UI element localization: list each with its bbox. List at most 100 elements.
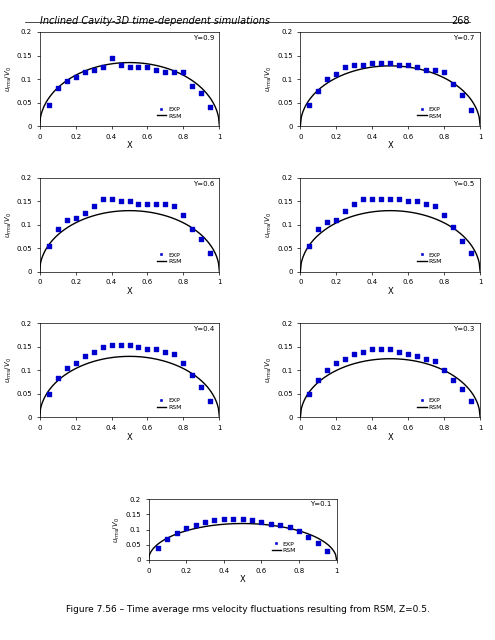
Point	[248, 515, 256, 525]
Point	[170, 67, 178, 77]
Point	[314, 538, 322, 548]
Point	[377, 344, 385, 355]
X-axis label: X: X	[388, 141, 393, 150]
Point	[198, 234, 205, 244]
Point	[53, 372, 61, 383]
Point	[359, 194, 367, 204]
Point	[332, 358, 340, 369]
Point	[350, 198, 358, 209]
Point	[368, 58, 376, 68]
Point	[431, 201, 439, 211]
Point	[116, 339, 124, 349]
Point	[458, 384, 466, 394]
Point	[107, 52, 115, 63]
Point	[342, 353, 349, 364]
Y-axis label: $u_{rms}/V_0$: $u_{rms}/V_0$	[112, 516, 122, 543]
Legend: EXP, RSM: EXP, RSM	[154, 250, 184, 267]
Point	[135, 198, 143, 209]
Point	[286, 522, 294, 532]
Point	[107, 339, 115, 349]
X-axis label: X: X	[388, 287, 393, 296]
Point	[81, 67, 89, 77]
Point	[295, 526, 303, 536]
Legend: EXP, RSM: EXP, RSM	[415, 104, 445, 121]
Point	[458, 236, 466, 246]
Point	[422, 65, 430, 75]
Point	[467, 248, 475, 258]
Point	[206, 248, 214, 258]
Point	[239, 514, 247, 524]
Point	[404, 349, 412, 359]
Point	[135, 342, 143, 352]
Point	[467, 396, 475, 406]
Point	[413, 351, 421, 362]
Point	[396, 60, 403, 70]
X-axis label: X: X	[127, 141, 132, 150]
Point	[210, 515, 218, 525]
Text: Y=0.3: Y=0.3	[453, 326, 475, 332]
Point	[99, 62, 106, 72]
Point	[413, 62, 421, 72]
Point	[422, 353, 430, 364]
Point	[53, 83, 61, 93]
Point	[45, 100, 52, 110]
Point	[161, 346, 169, 356]
Point	[161, 67, 169, 77]
Point	[368, 344, 376, 355]
Point	[154, 543, 162, 553]
Point	[90, 201, 98, 211]
Point	[206, 396, 214, 406]
Legend: EXP, RSM: EXP, RSM	[415, 250, 445, 267]
Point	[267, 518, 275, 529]
Point	[449, 79, 457, 89]
Point	[449, 375, 457, 385]
X-axis label: X: X	[388, 433, 393, 442]
Point	[189, 224, 197, 234]
Point	[201, 517, 209, 527]
Point	[220, 514, 228, 524]
Text: 268: 268	[452, 16, 470, 26]
Point	[314, 224, 322, 234]
Legend: EXP, RSM: EXP, RSM	[415, 396, 445, 412]
Point	[189, 370, 197, 380]
Point	[99, 194, 106, 204]
Point	[163, 534, 171, 544]
Point	[144, 62, 151, 72]
Point	[135, 62, 143, 72]
Point	[192, 520, 199, 530]
Point	[440, 210, 448, 220]
Point	[314, 375, 322, 385]
Point	[90, 346, 98, 356]
Point	[458, 90, 466, 100]
Point	[368, 194, 376, 204]
Text: Y=0.1: Y=0.1	[309, 501, 331, 507]
Point	[173, 527, 181, 538]
Point	[72, 72, 80, 82]
Point	[45, 389, 52, 399]
Y-axis label: $u_{rms}/V_0$: $u_{rms}/V_0$	[3, 358, 13, 383]
Point	[323, 546, 331, 556]
Point	[229, 514, 237, 524]
Legend: EXP, RSM: EXP, RSM	[269, 539, 299, 556]
Point	[431, 356, 439, 366]
Text: Y=0.7: Y=0.7	[453, 35, 475, 41]
Text: Inclined Cavity-3D time-dependent simulations: Inclined Cavity-3D time-dependent simula…	[40, 16, 270, 26]
Point	[161, 198, 169, 209]
Y-axis label: $u_{rms}/V_0$: $u_{rms}/V_0$	[264, 66, 274, 92]
Point	[180, 358, 188, 369]
Point	[170, 349, 178, 359]
Point	[170, 201, 178, 211]
Point	[81, 351, 89, 362]
Point	[396, 194, 403, 204]
Point	[144, 198, 151, 209]
Point	[62, 363, 70, 373]
Point	[189, 81, 197, 91]
Point	[440, 365, 448, 376]
X-axis label: X: X	[127, 433, 132, 442]
Point	[323, 74, 331, 84]
Point	[422, 198, 430, 209]
Point	[126, 339, 134, 349]
Point	[90, 65, 98, 75]
Point	[152, 344, 160, 355]
Y-axis label: $u_{rms}/V_0$: $u_{rms}/V_0$	[3, 66, 13, 92]
